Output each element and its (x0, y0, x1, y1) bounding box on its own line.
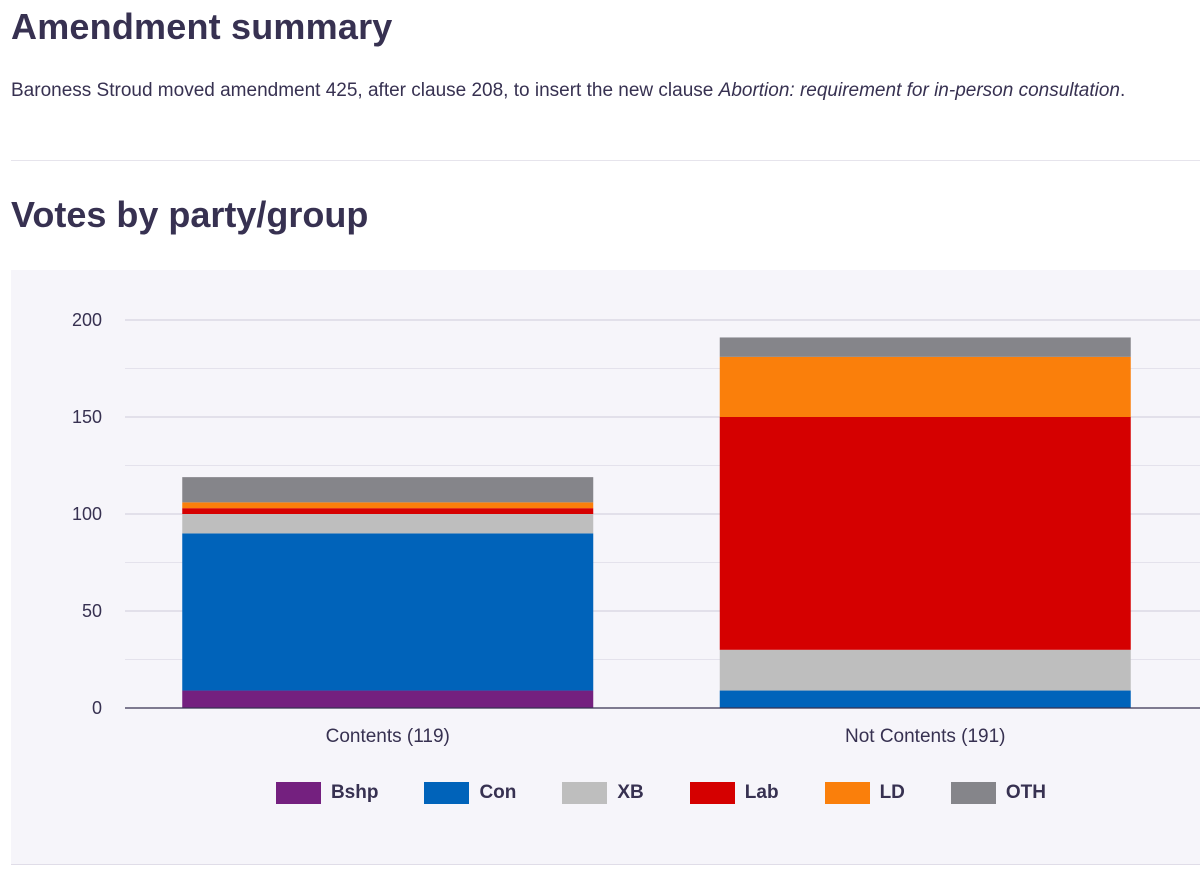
bar-segment-oth (719, 337, 1131, 357)
y-tick-label: 0 (92, 698, 102, 718)
bar-segment-xb (182, 514, 594, 534)
y-tick-label: 150 (72, 407, 102, 427)
bar-segment-oth (182, 477, 594, 503)
legend-label: LD (879, 782, 905, 803)
legend-swatch (562, 782, 608, 804)
summary-text-start: Baroness Stroud moved amendment 425, aft… (11, 80, 719, 101)
bar-segment-lab (182, 508, 594, 514)
legend-item-ld: LD (824, 782, 905, 804)
bar-segment-lab (719, 417, 1131, 650)
bar-segment-ld (182, 502, 594, 509)
legend-label: XB (617, 782, 644, 803)
bar-segment-con (182, 533, 594, 691)
section-divider (11, 160, 1200, 161)
legend-item-bshp: Bshp (275, 782, 379, 804)
legend-swatch (950, 782, 996, 804)
legend-swatch (824, 782, 870, 804)
legend-swatch (689, 782, 735, 804)
legend-item-oth: OTH (950, 782, 1046, 804)
votes-heading: Votes by party/group (11, 194, 369, 235)
summary-text-end: . (1119, 80, 1126, 101)
legend-label: Bshp (330, 782, 379, 803)
panel-bottom-border (11, 864, 1200, 865)
legend-swatch (424, 782, 470, 804)
y-tick-label: 50 (82, 601, 102, 621)
legend-item-con: Con (424, 782, 516, 804)
amendment-summary-text: Baroness Stroud moved amendment 425, aft… (11, 80, 1125, 102)
page-title: Amendment summary (11, 6, 393, 47)
legend-item-xb: XB (562, 782, 644, 804)
x-category-label: Contents (119) (326, 726, 450, 747)
votes-chart-panel: 0 50 100 150 200 Contents (119) Not Contents (… (11, 270, 1200, 865)
bar-segment-con (719, 690, 1131, 708)
chart-legend: Bshp Con XB Lab LD OTH (11, 782, 1046, 804)
new-clause-title: Abortion: requirement for in-person cons… (718, 80, 1120, 101)
x-category-label: Not Contents (191) (845, 726, 1006, 747)
bar-segment-xb (719, 649, 1131, 691)
votes-chart: 0 50 100 150 200 Contents (119) Not Contents (… (72, 310, 1200, 747)
y-tick-label: 100 (72, 504, 102, 524)
legend-label: Con (479, 782, 517, 803)
legend-item-lab: Lab (689, 782, 779, 804)
legend-label: OTH (1005, 782, 1046, 803)
legend-label: Lab (744, 782, 779, 803)
bar-segment-ld (719, 356, 1131, 417)
legend-swatch (275, 782, 321, 804)
bar-segment-bshp (182, 690, 594, 708)
y-tick-label: 200 (72, 310, 102, 330)
